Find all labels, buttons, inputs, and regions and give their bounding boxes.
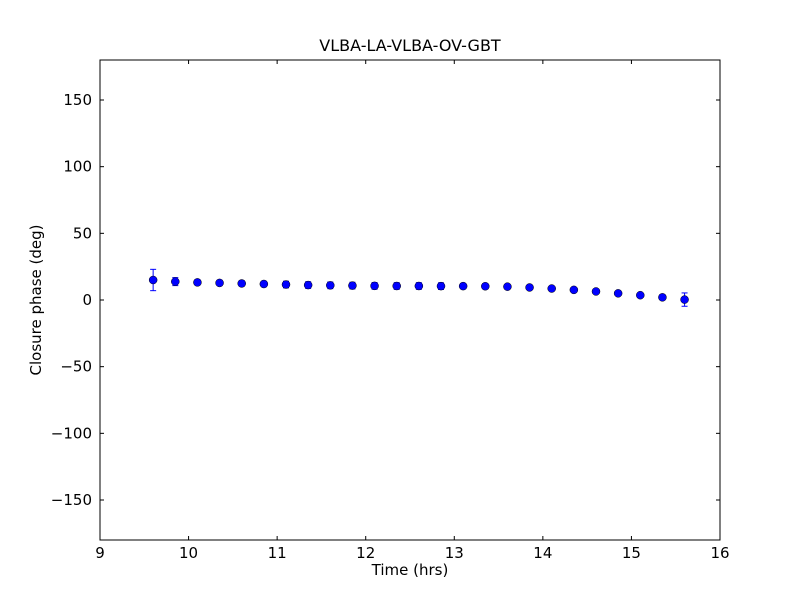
data-point <box>525 283 534 292</box>
data-point <box>171 277 180 286</box>
x-tick-label: 12 <box>356 544 375 562</box>
data-point <box>436 281 446 291</box>
chart-title: VLBA-LA-VLBA-OV-GBT <box>319 36 501 55</box>
x-tick-label: 11 <box>268 544 287 562</box>
data-point <box>458 281 468 291</box>
y-tick-label: 100 <box>63 158 92 176</box>
x-tick-label: 15 <box>622 544 641 562</box>
data-point <box>148 275 158 285</box>
data-point <box>414 281 424 291</box>
data-point <box>348 281 357 290</box>
data-point <box>215 278 224 288</box>
data-point <box>569 285 579 295</box>
x-tick-label: 16 <box>710 544 729 562</box>
data-point <box>370 281 379 291</box>
data-point <box>303 280 313 290</box>
plot-frame <box>99 59 721 541</box>
x-axis-label: Time (hrs) <box>371 561 449 579</box>
data-point <box>193 278 202 287</box>
data-point <box>237 279 246 288</box>
data-point <box>503 282 512 291</box>
y-tick-label: −50 <box>60 358 92 376</box>
data-point <box>481 282 490 291</box>
y-tick-label: 50 <box>73 224 92 242</box>
y-tick-label: −150 <box>51 491 92 509</box>
data-point <box>392 281 401 291</box>
x-tick-label: 10 <box>179 544 198 562</box>
x-tick-label: 14 <box>533 544 552 562</box>
y-tick-label: 150 <box>63 91 92 109</box>
data-point <box>680 295 689 304</box>
data-point <box>281 280 291 289</box>
data-point <box>636 290 645 300</box>
x-tick-label: 13 <box>445 544 464 562</box>
data-point <box>547 284 556 293</box>
y-tick-label: 0 <box>82 291 92 309</box>
data-point <box>326 281 335 290</box>
data-point <box>259 279 269 289</box>
data-point <box>591 287 601 296</box>
x-tick-label: 9 <box>95 544 105 562</box>
data-point <box>658 293 667 302</box>
y-tick-label: −100 <box>51 424 92 442</box>
data-point <box>613 289 623 298</box>
